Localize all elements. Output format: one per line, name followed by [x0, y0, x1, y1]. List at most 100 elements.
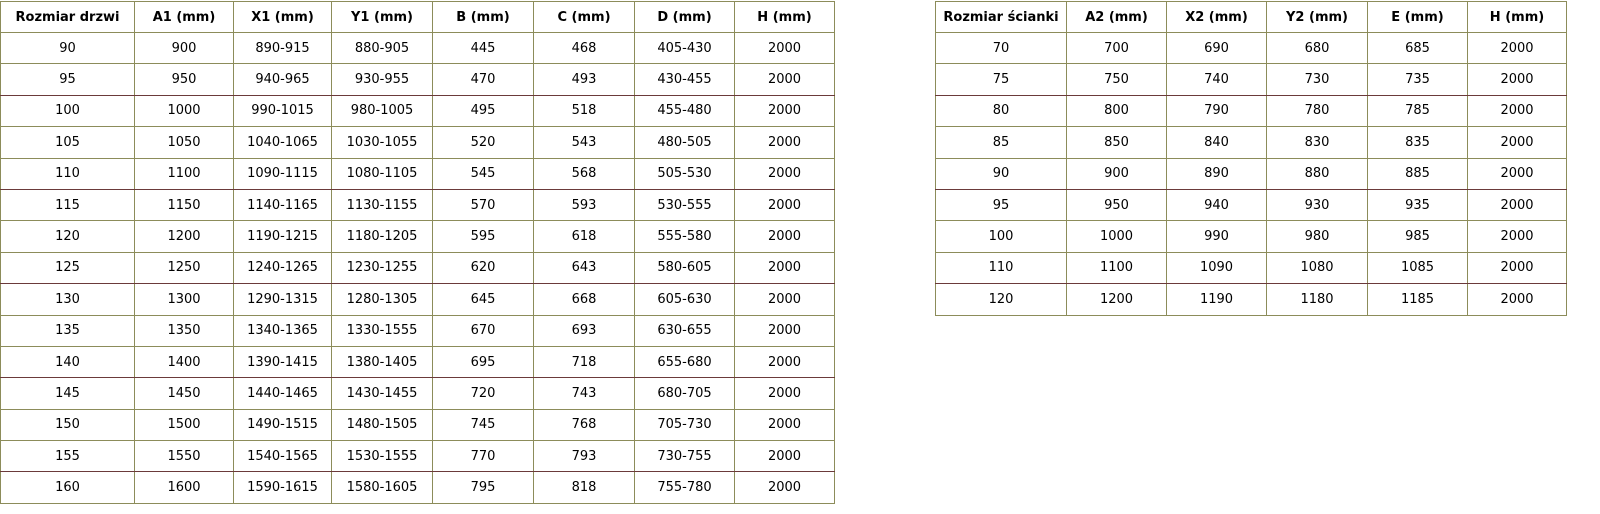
table-cell: 680	[1266, 31, 1368, 65]
table-cell: 1580-1605	[331, 471, 433, 504]
table-cell: 793	[533, 440, 635, 473]
table-cell: 90	[0, 31, 135, 65]
table-row: 135 1350 1340-1365 1330-1555 670 693 630-655 20…	[0, 314, 835, 347]
table-cell: 720	[432, 377, 534, 410]
table-cell: 1500	[134, 408, 234, 442]
table-cell: 445	[432, 31, 534, 65]
table-cell: 110	[0, 157, 135, 190]
table-cell: 695	[432, 345, 534, 379]
table-cell: 985	[1367, 220, 1468, 253]
table-cell: 1450	[134, 377, 234, 410]
table-cell: 1440-1465	[233, 377, 332, 410]
table-cell: 980	[1266, 220, 1368, 253]
table-cell: 1030-1055	[331, 126, 433, 159]
table-cell: 95	[0, 63, 135, 96]
table-cell: 505-530	[634, 157, 735, 190]
table-cell: 980-1005	[331, 94, 433, 128]
table-cell: 795	[432, 471, 534, 504]
column-header: Y2 (mm)	[1266, 1, 1368, 33]
table-cell: 455-480	[634, 94, 735, 128]
table-cell: 745	[432, 408, 534, 442]
table-cell: 930-955	[331, 63, 433, 96]
table-cell: 2000	[734, 126, 835, 159]
table-cell: 140	[0, 345, 135, 379]
table-row: 115 1150 1140-1165 1130-1155 570 593 530-555 20…	[0, 188, 835, 222]
table-cell: 2000	[1467, 220, 1567, 253]
table-cell: 1185	[1367, 283, 1468, 316]
table-cell: 1590-1615	[233, 471, 332, 504]
table-cell: 1100	[1066, 251, 1167, 285]
table-cell: 495	[432, 94, 534, 128]
table-cell: 990	[1166, 220, 1267, 253]
table-cell: 2000	[734, 63, 835, 96]
table-cell: 120	[935, 283, 1067, 316]
table-cell: 693	[533, 314, 635, 347]
table-cell: 545	[432, 157, 534, 190]
table-cell: 568	[533, 157, 635, 190]
table-cell: 900	[1066, 157, 1167, 190]
table-cell: 570	[432, 188, 534, 222]
wall-size-table: Rozmiar ścianki A2 (mm) X2 (mm) Y2 (mm) E (m…	[935, 1, 1567, 316]
table-cell: 1540-1565	[233, 440, 332, 473]
table-cell: 1400	[134, 345, 234, 379]
column-header: X2 (mm)	[1166, 1, 1267, 33]
table-cell: 643	[533, 251, 635, 285]
table-cell: 1130-1155	[331, 188, 433, 222]
table-cell: 405-430	[634, 31, 735, 65]
table-cell: 110	[935, 251, 1067, 285]
table-cell: 120	[0, 220, 135, 253]
table-cell: 850	[1066, 126, 1167, 159]
table-cell: 105	[0, 126, 135, 159]
table-cell: 818	[533, 471, 635, 504]
table-cell: 1240-1265	[233, 251, 332, 285]
table-cell: 1530-1555	[331, 440, 433, 473]
column-header: A1 (mm)	[134, 1, 234, 33]
table-cell: 630-655	[634, 314, 735, 347]
table-cell: 1300	[134, 283, 234, 316]
table-cell: 718	[533, 345, 635, 379]
table-cell: 543	[533, 126, 635, 159]
table-row: 125 1250 1240-1265 1230-1255 620 643 580-605 20…	[0, 251, 835, 285]
table-cell: 2000	[734, 345, 835, 379]
table-row: 130 1300 1290-1315 1280-1305 645 668 605-630 20…	[0, 283, 835, 316]
header-row: Rozmiar ścianki A2 (mm) X2 (mm) Y2 (mm) E (m…	[935, 1, 1567, 33]
table-cell: 1490-1515	[233, 408, 332, 442]
table-cell: 655-680	[634, 345, 735, 379]
table-cell: 670	[432, 314, 534, 347]
table-cell: 135	[0, 314, 135, 347]
table-cell: 770	[432, 440, 534, 473]
table-cell: 780	[1266, 94, 1368, 128]
table-row: 85 850 840 830 835 2000	[935, 126, 1567, 159]
table-row: 155 1550 1540-1565 1530-1555 770 793 730-755 20…	[0, 440, 835, 473]
table-cell: 1085	[1367, 251, 1468, 285]
column-header: H (mm)	[1467, 1, 1567, 33]
table-cell: 2000	[734, 283, 835, 316]
table-cell: 1140-1165	[233, 188, 332, 222]
table-cell: 70	[935, 31, 1067, 65]
table-cell: 1430-1455	[331, 377, 433, 410]
table-cell: 890-915	[233, 31, 332, 65]
table-cell: 1190	[1166, 283, 1267, 316]
table-cell: 1050	[134, 126, 234, 159]
table-cell: 1330-1555	[331, 314, 433, 347]
table-cell: 100	[0, 94, 135, 128]
table-cell: 520	[432, 126, 534, 159]
header-row: Rozmiar drzwi A1 (mm) X1 (mm) Y1 (mm) B (mm)…	[0, 1, 835, 33]
table-cell: 90	[935, 157, 1067, 190]
table-cell: 530-555	[634, 188, 735, 222]
table-cell: 680-705	[634, 377, 735, 410]
table-cell: 1380-1405	[331, 345, 433, 379]
table-cell: 885	[1367, 157, 1468, 190]
table-row: 140 1400 1390-1415 1380-1405 695 718 655-680 20…	[0, 345, 835, 379]
table-cell: 935	[1367, 188, 1468, 222]
table-cell: 790	[1166, 94, 1267, 128]
table-cell: 940-965	[233, 63, 332, 96]
table-cell: 1340-1365	[233, 314, 332, 347]
table-cell: 890	[1166, 157, 1267, 190]
table-cell: 470	[432, 63, 534, 96]
table-cell: 2000	[734, 251, 835, 285]
table-cell: 930	[1266, 188, 1368, 222]
table-cell: 2000	[734, 188, 835, 222]
table-cell: 1550	[134, 440, 234, 473]
table-cell: 730	[1266, 63, 1368, 96]
